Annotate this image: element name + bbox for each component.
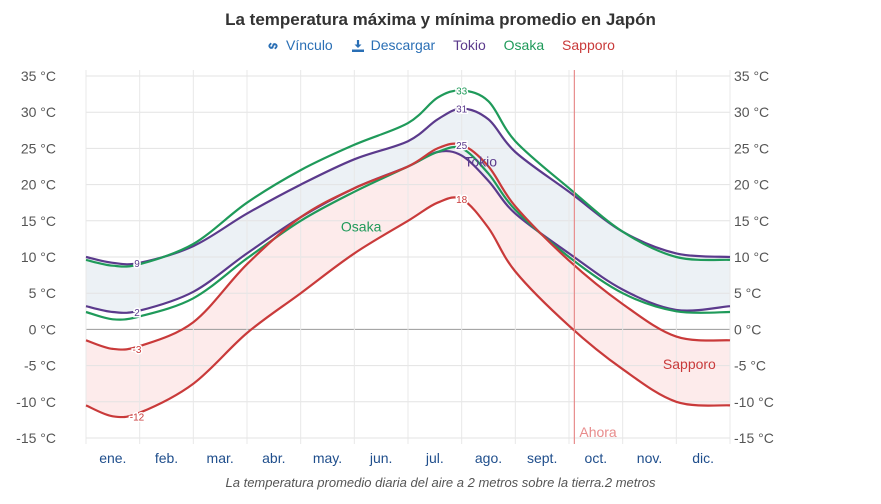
y-tick-label-left: 35 °C (21, 68, 56, 84)
x-tick-label: mar. (207, 450, 234, 466)
y-tick-label-left: -15 °C (16, 430, 56, 446)
data-label-halo: 25 (456, 141, 468, 152)
link-label: Vínculo (286, 37, 333, 53)
x-tick-label: feb. (155, 450, 178, 466)
data-label: 18 (456, 195, 468, 206)
y-tick-label-left: -5 °C (24, 358, 56, 374)
download-label: Descargar (370, 37, 436, 53)
y-tick-label-left: 5 °C (29, 285, 56, 301)
legend-osaka[interactable]: Osaka (503, 37, 545, 53)
series-annotation-osaka: Osaka (341, 219, 382, 235)
download-icon (351, 40, 364, 53)
x-tick-label: sept. (527, 450, 557, 466)
y-tick-label-right: 25 °C (734, 140, 769, 156)
data-label-halo: -12 (130, 412, 145, 423)
y-tick-label-right: 0 °C (734, 321, 761, 337)
data-label-halo: 31 (456, 105, 468, 116)
data-label-halo: 33 (456, 86, 468, 97)
series-line-osaka-min (85, 145, 731, 321)
y-tick-label-right: 5 °C (734, 285, 761, 301)
data-label-halo: 18 (456, 195, 468, 206)
y-tick-label-right: 35 °C (734, 68, 769, 84)
y-tick-label-left: -10 °C (16, 394, 56, 410)
series-line-sapporo-min (85, 196, 731, 419)
x-tick-label: ago. (475, 450, 502, 466)
x-tick-label: oct. (585, 450, 608, 466)
y-tick-label-left: 25 °C (21, 140, 56, 156)
data-label: 33 (456, 86, 468, 97)
data-label: 9 (134, 259, 140, 270)
data-label: 31 (456, 105, 468, 116)
y-tick-label-left: 0 °C (29, 321, 56, 337)
y-tick-label-right: 10 °C (734, 249, 769, 265)
series-annotation-sapporo: Sapporo (663, 356, 716, 372)
x-tick-label: jul. (425, 450, 444, 466)
y-tick-label-left: 20 °C (21, 177, 56, 193)
data-label: -3 (133, 345, 142, 356)
y-tick-label-right: 15 °C (734, 213, 769, 229)
y-tick-label-left: 15 °C (21, 213, 56, 229)
chart-title: La temperatura máxima y mínima promedio … (225, 10, 656, 29)
y-tick-label-left: 30 °C (21, 104, 56, 120)
y-tick-label-right: -10 °C (734, 394, 774, 410)
x-tick-label: jun. (369, 450, 393, 466)
y-tick-label-right: -15 °C (734, 430, 774, 446)
data-label-halo: 2 (134, 308, 140, 319)
y-tick-label-right: 20 °C (734, 177, 769, 193)
series-line-osaka-max (85, 89, 731, 268)
data-label: 25 (456, 141, 468, 152)
legend-sapporo[interactable]: Sapporo (562, 37, 615, 53)
series-annotation-tokio: Tokio (464, 154, 497, 170)
y-tick-label-right: 30 °C (734, 104, 769, 120)
caption-prefix: La temperatura promedio diaria del aire … (225, 475, 468, 490)
y-tick-label-left: 10 °C (21, 249, 56, 265)
chart-caption: La temperatura promedio diaria del aire … (0, 475, 881, 490)
legend-tokio[interactable]: Tokio (453, 37, 486, 53)
toolbar: Vínculo Descargar Tokio Osaka Sapporo (0, 37, 881, 53)
x-tick-label: nov. (637, 450, 662, 466)
data-label: 2 (134, 308, 140, 319)
chart-plot: Ahora9922-3-3-12-123333313125251818Tokio… (16, 68, 774, 466)
caption-suffix: sobre la tierra.2 metros (518, 475, 656, 490)
x-tick-label: dic. (692, 450, 714, 466)
x-tick-label: may. (313, 450, 342, 466)
y-tick-label-right: -5 °C (734, 358, 766, 374)
link-button[interactable]: Vínculo (266, 37, 333, 53)
data-label: -12 (130, 412, 145, 423)
caption-bold: 2 metros (467, 475, 519, 490)
data-label-halo: 9 (134, 259, 140, 270)
x-tick-label: ene. (99, 450, 126, 466)
data-label-halo: -3 (133, 345, 142, 356)
now-marker-label: Ahora (579, 424, 617, 440)
x-tick-label: abr. (262, 450, 285, 466)
link-icon (268, 42, 278, 50)
series-line-sapporo-max (85, 142, 731, 351)
download-button[interactable]: Descargar (351, 37, 436, 53)
